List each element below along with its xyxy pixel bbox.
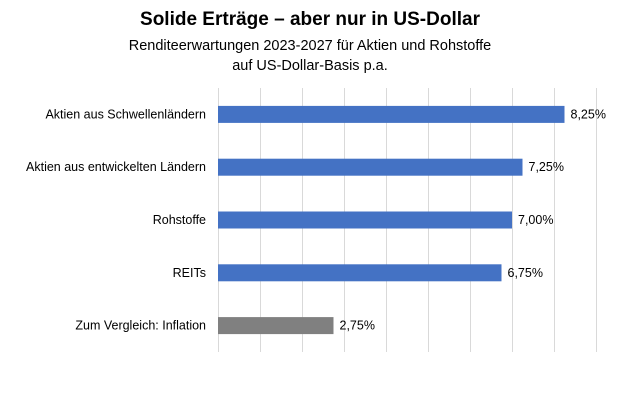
category-label: REITs (173, 266, 206, 280)
value-label: 2,75% (340, 319, 375, 333)
category-label: Aktien aus Schwellenländern (45, 107, 206, 121)
bar (218, 105, 565, 123)
value-label: 7,25% (529, 160, 564, 174)
bars (218, 105, 565, 335)
category-label: Aktien aus entwickelten Ländern (26, 160, 206, 174)
labels: Aktien aus Schwellenländern 8,25% Aktien a… (26, 107, 606, 332)
value-label: 7,00% (518, 213, 553, 227)
chart-subtitle-line-2: auf US-Dollar-Basis p.a. (232, 58, 388, 74)
value-label: 8,25% (571, 107, 606, 121)
chart-title: Solide Erträge – aber nur in US-Dollar (140, 9, 480, 30)
category-label: Zum Vergleich: Inflation (75, 319, 206, 333)
value-label: 6,75% (508, 266, 543, 280)
chart-subtitle-line-1: Renditeerwartungen 2023-2027 für Aktien … (128, 38, 492, 54)
bar (218, 317, 334, 335)
bar (218, 158, 523, 176)
bar (218, 264, 502, 282)
bar (218, 211, 512, 229)
category-label: Rohstoffe (153, 213, 206, 227)
